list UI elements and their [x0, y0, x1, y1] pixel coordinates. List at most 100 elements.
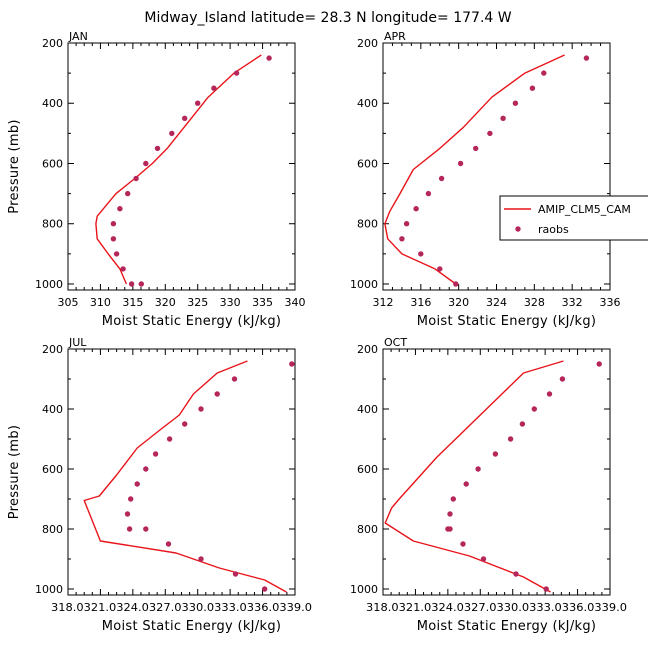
plot-frame: [67, 42, 296, 291]
series-line-model: [384, 54, 565, 285]
raobs-point: [169, 130, 175, 137]
y-axis-label: Pressure (mb): [7, 119, 22, 214]
y-tick-label: 1000: [350, 278, 378, 291]
raobs-point: [438, 175, 445, 182]
y-tick-label: 600: [42, 463, 63, 476]
series-line-model: [83, 360, 287, 593]
raobs-point: [475, 466, 481, 472]
y-tick-label: 200: [357, 343, 378, 356]
raobs-point: [453, 281, 459, 287]
raobs-point: [166, 436, 173, 442]
y-tick-label: 400: [42, 97, 63, 110]
raobs-point: [117, 206, 123, 212]
raobs-point: [124, 511, 131, 517]
raobs-point: [425, 190, 432, 197]
y-tick-label: 200: [42, 343, 63, 356]
raobs-point: [546, 391, 553, 397]
figure-title: Midway_Island latitude= 28.3 N longitude…: [144, 10, 511, 26]
raobs-point: [559, 376, 566, 382]
x-tick-label: 316: [410, 296, 431, 309]
y-tick-label: 800: [42, 523, 63, 536]
raobs-point: [214, 391, 220, 397]
raobs-point: [457, 160, 464, 167]
raobs-point: [418, 251, 424, 257]
raobs-point: [152, 451, 159, 457]
raobs-point: [399, 236, 405, 242]
raobs-point: [113, 251, 120, 257]
raobs-point: [480, 556, 487, 562]
raobs-point: [473, 145, 479, 152]
raobs-point: [447, 526, 453, 532]
raobs-point: [195, 100, 201, 106]
raobs-point: [403, 221, 410, 227]
raobs-point: [460, 541, 466, 547]
plot-frame: [67, 348, 296, 596]
raobs-point: [413, 206, 419, 212]
raobs-point: [125, 190, 131, 197]
x-tick-label: 320: [155, 296, 176, 309]
panel-apr: APR 200 400 600 800 1000 312 316 320 324 328 332 336…: [350, 30, 621, 329]
x-tick-label: 305: [58, 296, 79, 309]
raobs-point: [198, 406, 204, 412]
x-tick-labels: 318.0321.0324.0327.0330.0333.0336.0339.0: [366, 601, 627, 614]
raobs-point: [541, 70, 547, 76]
panel-label: OCT: [384, 336, 407, 349]
raobs-point: [143, 160, 149, 167]
y-tick-label: 400: [357, 97, 378, 110]
y-tick-label: 200: [42, 37, 63, 50]
raobs-point: [543, 586, 549, 592]
raobs-point: [165, 541, 172, 547]
raobs-point: [232, 571, 239, 577]
raobs-point: [134, 481, 140, 487]
x-tick-label: 324: [486, 296, 507, 309]
raobs-point: [126, 526, 133, 532]
x-axis-label: Moist Static Energy (kJ/kg): [102, 619, 282, 634]
x-axis-label: Moist Static Energy (kJ/kg): [417, 619, 597, 634]
x-tick-label: 340: [285, 296, 306, 309]
panel-oct: OCT 200 400 600 800 1000 318.0321.0324.0327.03…: [350, 336, 627, 634]
y-tick-label: 1000: [35, 583, 63, 596]
y-tick-label: 800: [357, 523, 378, 536]
y-tick-label: 800: [357, 218, 378, 231]
raobs-point: [437, 266, 443, 272]
legend-label: AMIP_CLM5_CAM: [538, 203, 631, 216]
raobs-point: [128, 281, 135, 287]
raobs-point: [513, 571, 519, 577]
raobs-point: [266, 55, 272, 61]
raobs-point: [262, 586, 268, 592]
x-axis-label: Moist Static Energy (kJ/kg): [417, 314, 597, 329]
raobs-point: [133, 175, 139, 182]
x-axis-label: Moist Static Energy (kJ/kg): [102, 314, 282, 329]
raobs-point: [128, 496, 134, 502]
legend-box: [499, 195, 648, 241]
x-tick-label: 328: [524, 296, 545, 309]
raobs-point: [463, 481, 469, 487]
x-tick-label: 325: [187, 296, 208, 309]
raobs-point: [143, 466, 149, 472]
raobs-point: [233, 70, 240, 76]
series-line-model: [384, 360, 564, 593]
y-tick-label: 600: [357, 463, 378, 476]
raobs-point: [500, 115, 506, 122]
x-tick-label: 320: [448, 296, 469, 309]
panel-jan: JAN 200 400 600 800 1000 305 310 315 320 325 330 335…: [7, 30, 306, 329]
raobs-point: [519, 421, 526, 427]
y-tick-label: 200: [357, 37, 378, 50]
y-tick-label: 400: [357, 403, 378, 416]
raobs-point: [289, 361, 295, 367]
raobs-point: [182, 421, 188, 427]
y-tick-label: 1000: [350, 583, 378, 596]
panel-label: JAN: [68, 30, 88, 43]
y-axis-label: Pressure (mb): [7, 425, 22, 520]
panel-label: APR: [384, 30, 406, 43]
x-tick-label: 315: [122, 296, 143, 309]
raobs-point: [512, 100, 519, 106]
panel-label: JUL: [68, 336, 87, 349]
x-tick-label: 312: [373, 296, 394, 309]
series-line-model: [95, 54, 262, 285]
plot-frame: [382, 348, 611, 596]
x-tick-labels: 318.0321.0324.0327.0330.0333.0336.0339.0: [51, 601, 312, 614]
y-tick-label: 600: [42, 157, 63, 170]
